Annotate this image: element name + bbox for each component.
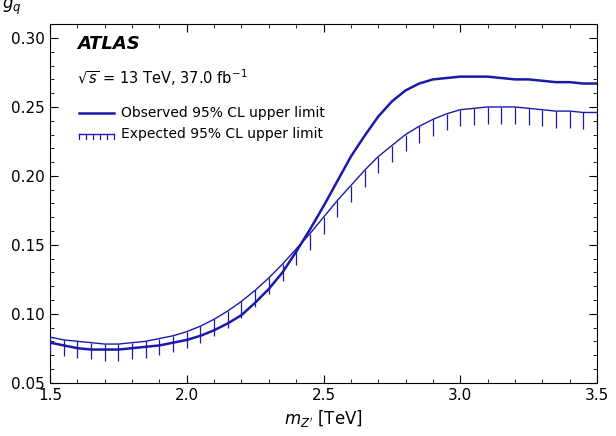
Legend: Observed 95% CL upper limit, Expected 95% CL upper limit: Observed 95% CL upper limit, Expected 95… [79,106,325,141]
X-axis label: $m_{Z'}$ [TeV]: $m_{Z'}$ [TeV] [284,408,363,429]
Text: ATLAS: ATLAS [78,35,140,53]
Text: $\sqrt{s}$ = 13 TeV, 37.0 fb$^{-1}$: $\sqrt{s}$ = 13 TeV, 37.0 fb$^{-1}$ [78,67,248,88]
Y-axis label: $g_q$: $g_q$ [2,0,22,17]
